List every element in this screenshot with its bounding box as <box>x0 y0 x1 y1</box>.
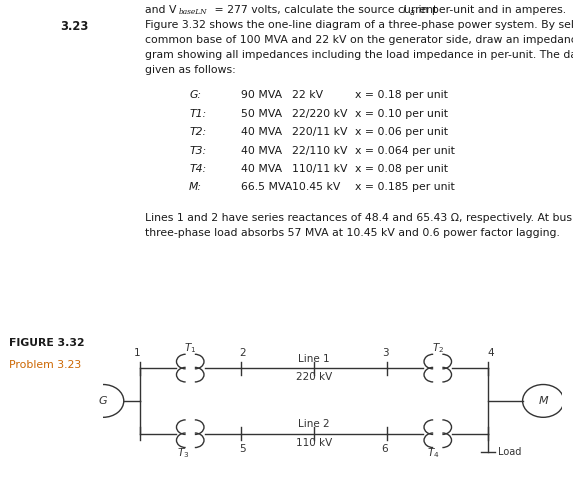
Text: M: M <box>539 396 548 406</box>
Text: 1: 1 <box>134 348 141 358</box>
Text: G: G <box>99 396 108 406</box>
Text: $T_3$: $T_3$ <box>177 446 190 460</box>
Text: I: I <box>403 5 406 15</box>
Text: M:: M: <box>189 182 202 192</box>
Text: Problem 3.23: Problem 3.23 <box>9 360 81 370</box>
Text: a: a <box>410 8 415 17</box>
Text: T2:: T2: <box>189 127 206 137</box>
Text: 22/110 kV: 22/110 kV <box>292 146 348 156</box>
Text: 40 MVA: 40 MVA <box>241 146 282 156</box>
Text: x = 0.185 per unit: x = 0.185 per unit <box>355 182 455 192</box>
Text: 90 MVA: 90 MVA <box>241 90 282 100</box>
Text: 110 kV: 110 kV <box>296 438 332 448</box>
Text: common base of 100 MVA and 22 kV on the generator side, draw an impedance dia-: common base of 100 MVA and 22 kV on the … <box>145 35 573 45</box>
Text: 40 MVA: 40 MVA <box>241 164 282 174</box>
Text: 22 kV: 22 kV <box>292 90 323 100</box>
Text: and V: and V <box>145 5 176 15</box>
Text: 220 kV: 220 kV <box>296 372 332 383</box>
Text: $T_2$: $T_2$ <box>431 341 444 355</box>
Text: x = 0.10 per unit: x = 0.10 per unit <box>355 109 448 119</box>
Text: 66.5 MVA: 66.5 MVA <box>241 182 292 192</box>
Text: 2: 2 <box>240 348 246 358</box>
Text: 220/11 kV: 220/11 kV <box>292 127 348 137</box>
Text: x = 0.18 per unit: x = 0.18 per unit <box>355 90 448 100</box>
Text: = 277 volts, calculate the source current: = 277 volts, calculate the source curren… <box>211 5 441 15</box>
Text: in per-unit and in amperes.: in per-unit and in amperes. <box>415 5 567 15</box>
Text: T1:: T1: <box>189 109 206 119</box>
Text: $T_1$: $T_1$ <box>184 341 197 355</box>
Text: Load: Load <box>499 447 521 457</box>
Text: FIGURE 3.32: FIGURE 3.32 <box>9 338 84 348</box>
Text: 4: 4 <box>487 348 494 358</box>
Text: 6: 6 <box>382 444 388 454</box>
Text: 40 MVA: 40 MVA <box>241 127 282 137</box>
Text: 50 MVA: 50 MVA <box>241 109 282 119</box>
Text: x = 0.064 per unit: x = 0.064 per unit <box>355 146 455 156</box>
Text: Figure 3.32 shows the one-line diagram of a three-phase power system. By selecti: Figure 3.32 shows the one-line diagram o… <box>145 20 573 30</box>
Text: x = 0.06 per unit: x = 0.06 per unit <box>355 127 448 137</box>
Text: 3.23: 3.23 <box>60 20 89 33</box>
Text: 3: 3 <box>382 348 388 358</box>
Text: gram showing all impedances including the load impedance in per-unit. The data a: gram showing all impedances including th… <box>145 50 573 60</box>
Text: 110/11 kV: 110/11 kV <box>292 164 348 174</box>
Text: baseLN: baseLN <box>178 8 207 16</box>
Text: T4:: T4: <box>189 164 206 174</box>
Text: three-phase load absorbs 57 MVA at 10.45 kV and 0.6 power factor lagging.: three-phase load absorbs 57 MVA at 10.45… <box>145 228 560 238</box>
Text: given as follows:: given as follows: <box>145 65 236 75</box>
Text: 22/220 kV: 22/220 kV <box>292 109 348 119</box>
Text: Line 2: Line 2 <box>298 419 330 429</box>
Text: G:: G: <box>189 90 201 100</box>
Text: 5: 5 <box>240 444 246 454</box>
Text: Lines 1 and 2 have series reactances of 48.4 and 65.43 Ω, respectively. At bus 4: Lines 1 and 2 have series reactances of … <box>145 213 573 223</box>
Text: Line 1: Line 1 <box>298 354 330 364</box>
Text: x = 0.08 per unit: x = 0.08 per unit <box>355 164 448 174</box>
Text: 10.45 kV: 10.45 kV <box>292 182 340 192</box>
Text: $T_4$: $T_4$ <box>427 446 439 460</box>
Text: T3:: T3: <box>189 146 206 156</box>
